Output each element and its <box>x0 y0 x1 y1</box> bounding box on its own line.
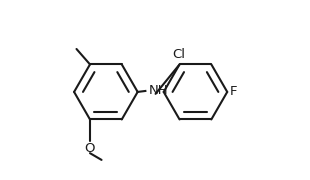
Text: Cl: Cl <box>172 48 185 60</box>
Text: O: O <box>85 142 95 155</box>
Text: NH: NH <box>149 84 169 97</box>
Text: F: F <box>230 86 238 98</box>
